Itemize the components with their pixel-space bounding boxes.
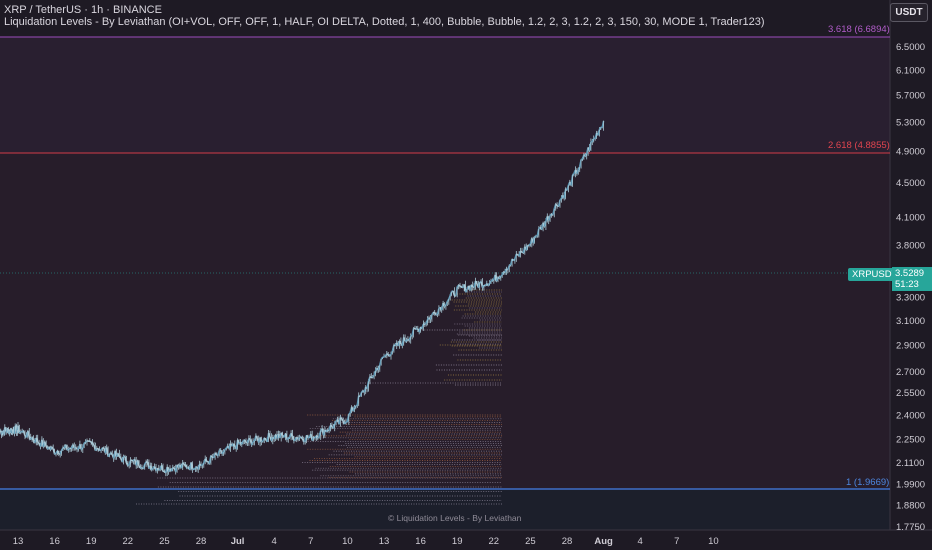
price-scale-label: 3.1000	[896, 316, 925, 327]
time-scale-label: 16	[415, 536, 426, 547]
lower-fib-zone	[0, 489, 890, 530]
fib-label-3618: 3.618 (6.6894)	[828, 24, 890, 35]
time-scale-label: 25	[525, 536, 536, 547]
price-scale-label: 2.9000	[896, 340, 925, 351]
price-scale-label: 6.5000	[896, 42, 925, 53]
currency-button[interactable]: USDT	[890, 3, 928, 22]
price-scale-label: 1.7750	[896, 522, 925, 533]
time-scale-label: Jul	[231, 536, 245, 547]
price-scale-label: 4.9000	[896, 146, 925, 157]
price-scale-label: 3.8000	[896, 241, 925, 252]
price-scale-label: 1.8800	[896, 501, 925, 512]
symbol-price-tag: XRPUSDT	[848, 268, 902, 281]
time-scale[interactable]: 13 16 19 22 25 28 Jul 4 7 10 13 16 19 22 25 28 Aug 4 7 10	[13, 536, 719, 547]
price-scale-label: 4.5000	[896, 178, 925, 189]
time-scale-label: Aug	[594, 536, 613, 547]
time-scale-label: 19	[86, 536, 97, 547]
price-scale-label: 2.7000	[896, 367, 925, 378]
time-scale-label: 7	[308, 536, 313, 547]
time-scale-label: 7	[674, 536, 679, 547]
price-series	[0, 120, 605, 477]
price-scale-label: 5.7000	[896, 91, 925, 102]
upper-fib-zone	[0, 37, 890, 153]
time-scale-label: 22	[123, 536, 134, 547]
liquidation-levels	[136, 289, 502, 505]
time-scale-label: 13	[379, 536, 390, 547]
middle-fib-zone	[0, 153, 890, 489]
time-scale-label: 10	[342, 536, 353, 547]
price-scale-label: 4.1000	[896, 212, 925, 223]
price-scale-label: 2.2500	[896, 434, 925, 445]
time-scale-label: 16	[49, 536, 60, 547]
time-scale-label: 25	[159, 536, 170, 547]
time-scale-label: 28	[562, 536, 573, 547]
indicator-watermark: © Liquidation Levels - By Leviathan	[388, 513, 522, 523]
time-scale-label: 4	[638, 536, 643, 547]
price-scale-label: 6.1000	[896, 65, 925, 76]
bar-countdown: 51:23	[895, 279, 919, 290]
time-scale-label: 4	[272, 536, 277, 547]
price-scale[interactable]: 6.5000 6.1000 5.7000 5.3000 4.9000 4.5000 4.10…	[896, 42, 925, 533]
symbol-title[interactable]: XRP / TetherUS · 1h · BINANCE	[4, 4, 162, 16]
time-scale-label: 22	[489, 536, 500, 547]
price-scale-label: 2.4000	[896, 410, 925, 421]
price-scale-label: 2.1100	[896, 458, 924, 469]
time-scale-label: 10	[708, 536, 719, 547]
price-scale-label: 2.5500	[896, 388, 925, 399]
fib-label-1: 1 (1.9669)	[846, 477, 890, 488]
time-scale-label: 28	[196, 536, 207, 547]
price-scale-label: 3.3000	[896, 293, 925, 304]
price-scale-label: 1.9900	[896, 480, 925, 491]
time-scale-label: 19	[452, 536, 463, 547]
last-price-value: 3.5289	[895, 268, 925, 279]
time-scale-label: 13	[13, 536, 24, 547]
price-scale-label: 5.3000	[896, 117, 925, 128]
indicator-legend[interactable]: Liquidation Levels - By Leviathan (OI+VO…	[4, 16, 765, 28]
last-price-label: 3.5289 51:23	[892, 267, 932, 291]
fib-label-2618: 2.618 (4.8855)	[828, 140, 890, 151]
